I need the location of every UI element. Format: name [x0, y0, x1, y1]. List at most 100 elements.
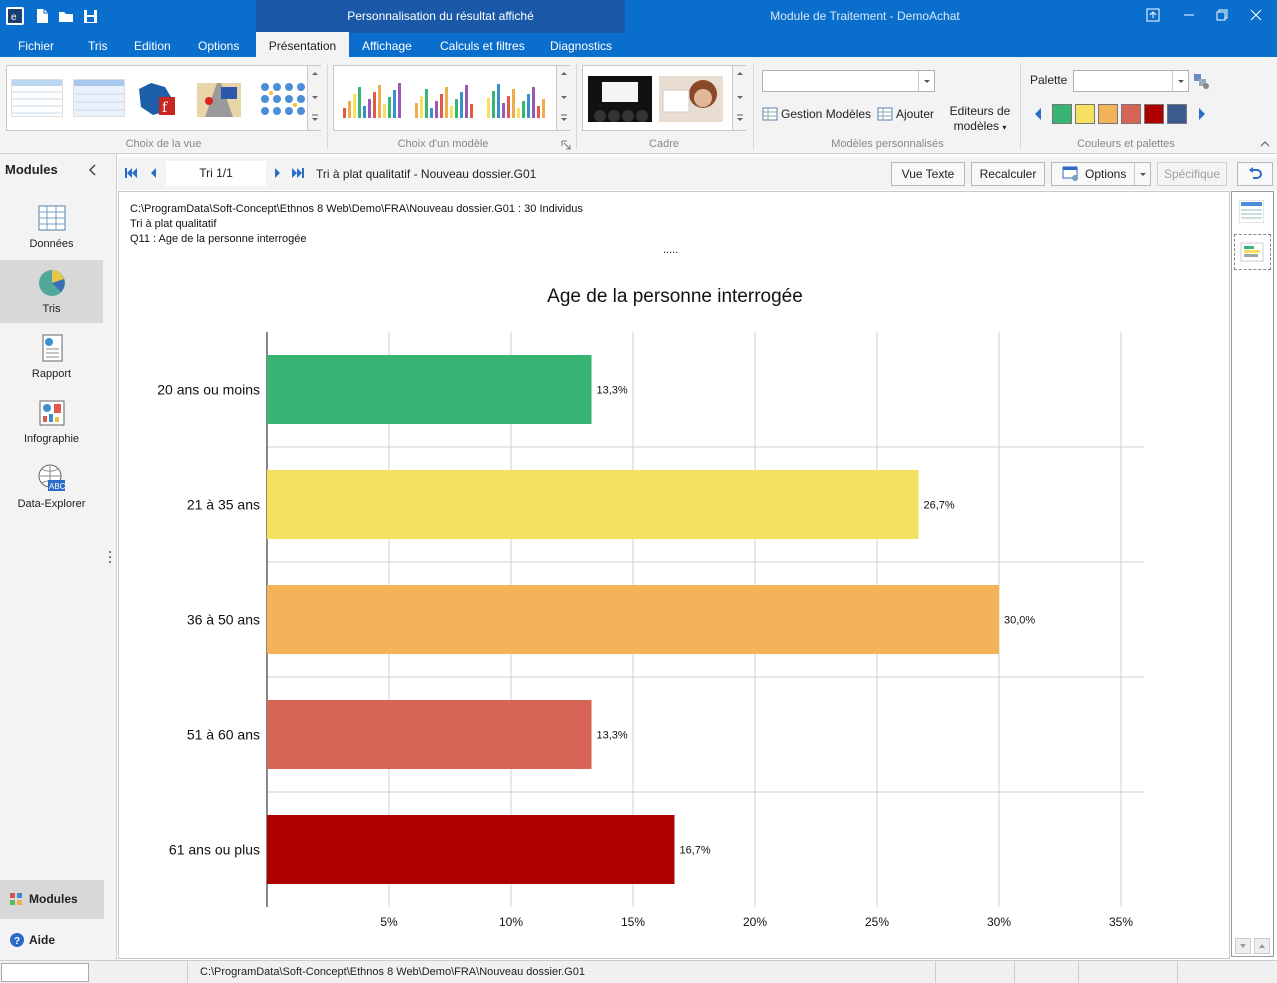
chevron-down-icon[interactable] [918, 71, 934, 91]
app-icon[interactable]: e [6, 7, 24, 25]
modules-bottom-label: Modules [29, 892, 78, 906]
custom-model-combo[interactable] [762, 70, 935, 92]
category-label: 36 à 50 ans [187, 612, 260, 628]
view-gallery-scroll[interactable] [307, 66, 321, 130]
palette-prev-icon[interactable] [1032, 106, 1044, 122]
view-road-thumb[interactable] [195, 79, 243, 119]
tab-affichage[interactable]: Affichage [362, 39, 412, 53]
ribbon-tabs: Fichier Tris Edition Options Affichage C… [0, 33, 1277, 57]
mini-bar [527, 94, 530, 118]
frame-thumb-person[interactable] [659, 76, 723, 122]
tab-edition[interactable]: Edition [134, 39, 171, 53]
mini-bar [517, 108, 520, 118]
chevron-down-icon[interactable] [1134, 163, 1150, 185]
palette-swatch-3[interactable] [1098, 104, 1118, 124]
palette-swatch-4[interactable] [1121, 104, 1141, 124]
vue-texte-button[interactable]: Vue Texte [891, 162, 965, 186]
next-page-icon[interactable] [273, 166, 283, 180]
palette-swatch-6[interactable] [1167, 104, 1187, 124]
previous-page-icon[interactable] [148, 166, 158, 180]
data-label: 30,0% [1004, 615, 1035, 627]
tab-fichier[interactable]: Fichier [18, 39, 55, 53]
sidebar-item-rapport[interactable]: Rapport [0, 334, 103, 380]
collapse-sidebar-icon[interactable] [86, 162, 100, 178]
bar [267, 470, 919, 539]
model-gallery-scroll[interactable] [556, 66, 570, 130]
tab-tris[interactable]: Tris [88, 39, 108, 53]
chart-title: Age de la personne interrogée [547, 286, 803, 307]
frame-gallery-scroll[interactable] [732, 66, 746, 130]
ajouter-button[interactable]: Ajouter [896, 107, 935, 121]
mini-bar [420, 96, 423, 118]
side-thumb-table[interactable] [1238, 199, 1265, 224]
splitter-grip-icon[interactable] [108, 548, 112, 568]
maximize-icon[interactable] [1209, 5, 1235, 25]
palette-next-icon[interactable] [1196, 106, 1208, 122]
chevron-down-icon[interactable] [1172, 71, 1188, 91]
mini-bar [388, 97, 391, 118]
mini-bar [507, 96, 510, 118]
view-map-thumb[interactable]: f [133, 79, 181, 119]
mini-bar [368, 99, 371, 118]
first-page-icon[interactable] [124, 166, 138, 180]
mini-bar [383, 104, 386, 118]
close-icon[interactable] [1243, 5, 1269, 25]
side-thumb-chart[interactable] [1234, 234, 1271, 270]
aide-button[interactable]: Aide [29, 933, 56, 947]
modules-grid-icon [10, 893, 22, 905]
minimize-icon[interactable] [1176, 5, 1202, 25]
palette-combo[interactable] [1073, 70, 1189, 92]
resize-dots[interactable]: ..... [663, 244, 679, 256]
help-icon[interactable]: ? [10, 933, 24, 947]
undo-button[interactable] [1237, 162, 1273, 186]
data-label: 26,7% [923, 500, 954, 512]
dialog-launcher-icon[interactable] [561, 139, 571, 150]
mini-bar [378, 85, 381, 118]
frame-thumb-cinema[interactable] [588, 76, 652, 122]
mini-bar [487, 98, 490, 118]
palette-swatch-2[interactable] [1075, 104, 1095, 124]
page-indicator[interactable]: Tri 1/1 [166, 161, 266, 186]
tab-diagnostics[interactable]: Diagnostics [550, 39, 613, 53]
save-icon[interactable] [81, 7, 99, 25]
scroll-down-icon[interactable] [1235, 938, 1251, 954]
view-grid-thumb[interactable] [257, 79, 305, 119]
mini-bar [455, 99, 458, 118]
modules-bottom-button[interactable]: Modules [0, 880, 104, 919]
view-table-alt-thumb[interactable] [73, 79, 125, 117]
model-thumb-3[interactable] [484, 76, 550, 122]
tab-calculs-et-filtres[interactable]: Calculs et filtres [440, 39, 525, 53]
sidebar-item-infographie[interactable]: Infographie [0, 399, 103, 445]
collapse-ribbon-icon[interactable] [1259, 138, 1271, 150]
recalculer-button[interactable]: Recalculer [971, 162, 1045, 186]
palette-swatch-1[interactable] [1052, 104, 1072, 124]
tab-presentation[interactable]: Présentation [256, 32, 349, 57]
mini-bar [353, 94, 356, 118]
mini-bar [343, 108, 346, 118]
gestion-modeles-button[interactable]: Gestion Modèles [781, 107, 872, 121]
sidebar-header: Modules [5, 162, 58, 177]
status-input[interactable] [1, 963, 89, 982]
tab-options[interactable]: Options [198, 39, 240, 53]
last-page-icon[interactable] [291, 166, 305, 180]
view-table-thumb[interactable] [11, 79, 63, 117]
sidebar-item-donnees[interactable]: Données [0, 204, 103, 250]
mini-bar [445, 87, 448, 118]
new-file-icon[interactable] [33, 7, 51, 25]
specifique-button[interactable]: Spécifique [1157, 162, 1227, 186]
editeurs-modeles-button[interactable]: Editeurs de modèles ▾ [945, 104, 1015, 135]
open-folder-icon[interactable] [57, 7, 75, 25]
sidebar-item-data-explorer[interactable]: ABC Data-Explorer [0, 464, 103, 510]
data-label: 16,7% [679, 845, 710, 857]
restore-ribbon-icon[interactable] [1140, 5, 1166, 25]
mini-bar [415, 103, 418, 118]
bar [267, 700, 592, 769]
palette-settings-icon[interactable] [1193, 73, 1211, 91]
options-button[interactable]: Options [1051, 162, 1151, 186]
model-thumb-1[interactable] [340, 76, 406, 122]
ajouter-icon [877, 106, 893, 122]
mini-bar [460, 92, 463, 118]
scroll-up-icon[interactable] [1254, 938, 1270, 954]
palette-swatch-5[interactable] [1144, 104, 1164, 124]
model-thumb-2[interactable] [412, 76, 478, 122]
